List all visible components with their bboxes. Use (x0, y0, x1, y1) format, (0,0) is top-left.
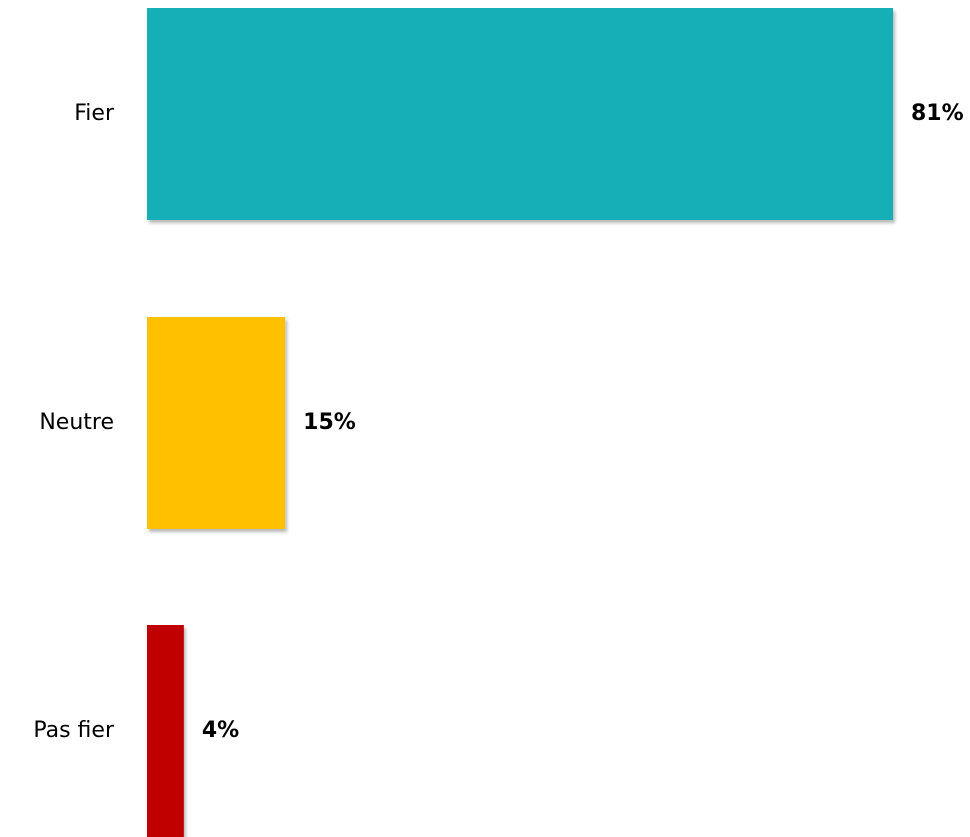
value-label: 81% (911, 101, 964, 126)
value-label: 15% (303, 410, 356, 435)
bars-layer (147, 8, 893, 837)
category-label: Pas fier (33, 718, 115, 743)
bar-pas-fier (147, 625, 184, 837)
value-label: 4% (202, 718, 239, 743)
bar-neutre (147, 317, 286, 529)
category-label: Fier (74, 101, 115, 126)
labels-layer: Fier 81% Neutre 15% Pas fier 4% (33, 101, 963, 743)
category-label: Neutre (39, 410, 114, 435)
bar-fier (147, 8, 893, 220)
